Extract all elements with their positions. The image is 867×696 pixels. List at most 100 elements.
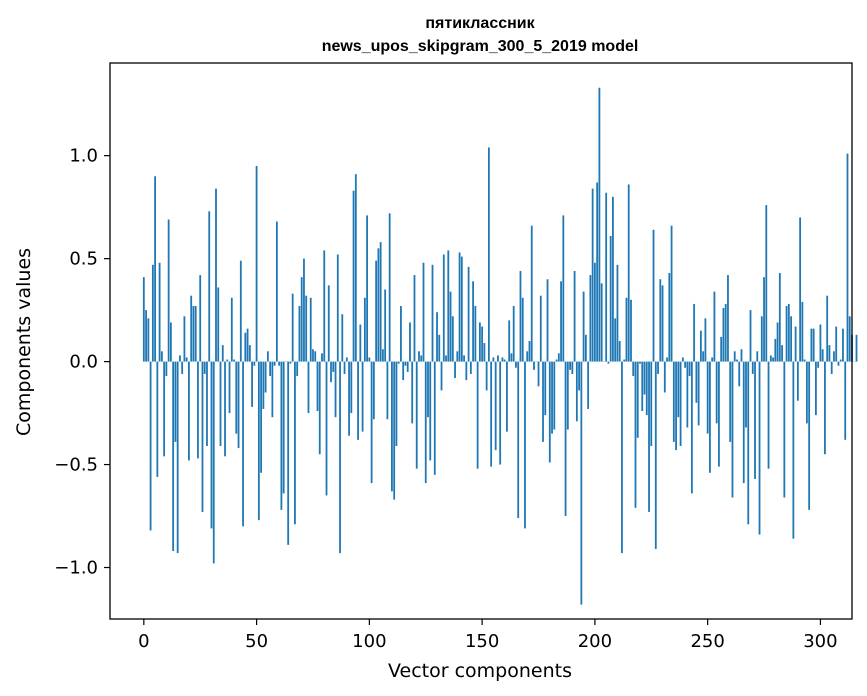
bar [404,361,407,366]
bar [672,361,675,442]
bar [842,328,844,362]
x-tick-label: 150 [465,631,499,652]
bar [778,273,781,362]
bar [855,334,858,362]
bar [844,361,847,440]
bar [221,345,224,362]
bar [787,303,790,362]
y-axis-label: Components values [13,248,35,436]
bar [210,361,213,529]
bar [154,176,156,362]
bar [826,295,829,362]
bar [363,297,366,362]
bar [670,225,673,362]
x-axis: 0 50 100 150 200 250 300 [138,619,838,652]
bar [463,355,465,362]
bar [596,182,599,362]
bar [255,165,258,362]
bar [711,357,714,362]
bar [688,361,691,376]
bar [555,359,558,362]
bar [760,316,763,362]
bar [341,314,344,362]
bar [226,359,229,362]
bar [517,361,520,519]
x-tick-label: 250 [690,631,724,652]
bar [639,361,641,364]
bar [400,305,402,362]
bar [321,353,323,362]
bar [368,357,371,362]
bar [623,359,626,362]
bar [194,305,197,362]
bar [323,250,326,362]
bar [300,277,303,362]
bar [460,256,463,362]
bar [566,361,569,430]
bar [580,361,583,605]
bar [593,262,596,362]
x-axis-label: Vector components [388,660,572,682]
bar [582,291,585,362]
bar [551,361,553,434]
bar [156,361,159,477]
bar [469,361,472,374]
bar [244,332,247,362]
bar [835,326,838,362]
bar [339,361,341,554]
bar [294,361,296,525]
bar [381,349,384,362]
bar [393,361,396,500]
bar [736,359,738,362]
bar [584,334,587,362]
bar [172,361,175,552]
x-tick-label: 0 [138,631,149,652]
bar [587,361,590,409]
bar [201,361,204,512]
bar [661,285,664,362]
bar [621,361,623,554]
bar [783,361,786,498]
bar [706,361,709,434]
bar [438,334,441,362]
bar [747,361,750,525]
bar [415,361,418,469]
bar [384,289,387,362]
bar [506,361,508,432]
bar [474,305,477,362]
bar [684,361,686,368]
bar [686,361,689,428]
bar [431,264,434,362]
bar [325,361,328,496]
bar [733,351,736,362]
bar [614,318,617,362]
bar [427,361,429,418]
bar [548,361,551,463]
bar [790,316,792,362]
bar [702,351,705,362]
bar [253,361,256,366]
bar [718,361,720,467]
bar [289,361,292,364]
bar [264,361,267,393]
bars-group [142,87,858,605]
bar [203,361,206,374]
bar [199,275,202,362]
bar [722,308,725,362]
y-tick-label: 0.0 [69,352,98,373]
bar [533,361,535,370]
bar [715,361,718,424]
bar [233,359,235,362]
plot-frame [109,62,853,620]
bar [215,188,217,362]
bar [697,361,700,426]
bar [248,345,251,362]
bar [354,174,357,362]
bar [630,299,632,362]
bar [458,252,461,362]
bar [447,250,450,362]
bar [418,351,420,362]
bar [386,361,389,420]
bar [330,361,332,383]
bar [575,361,578,422]
